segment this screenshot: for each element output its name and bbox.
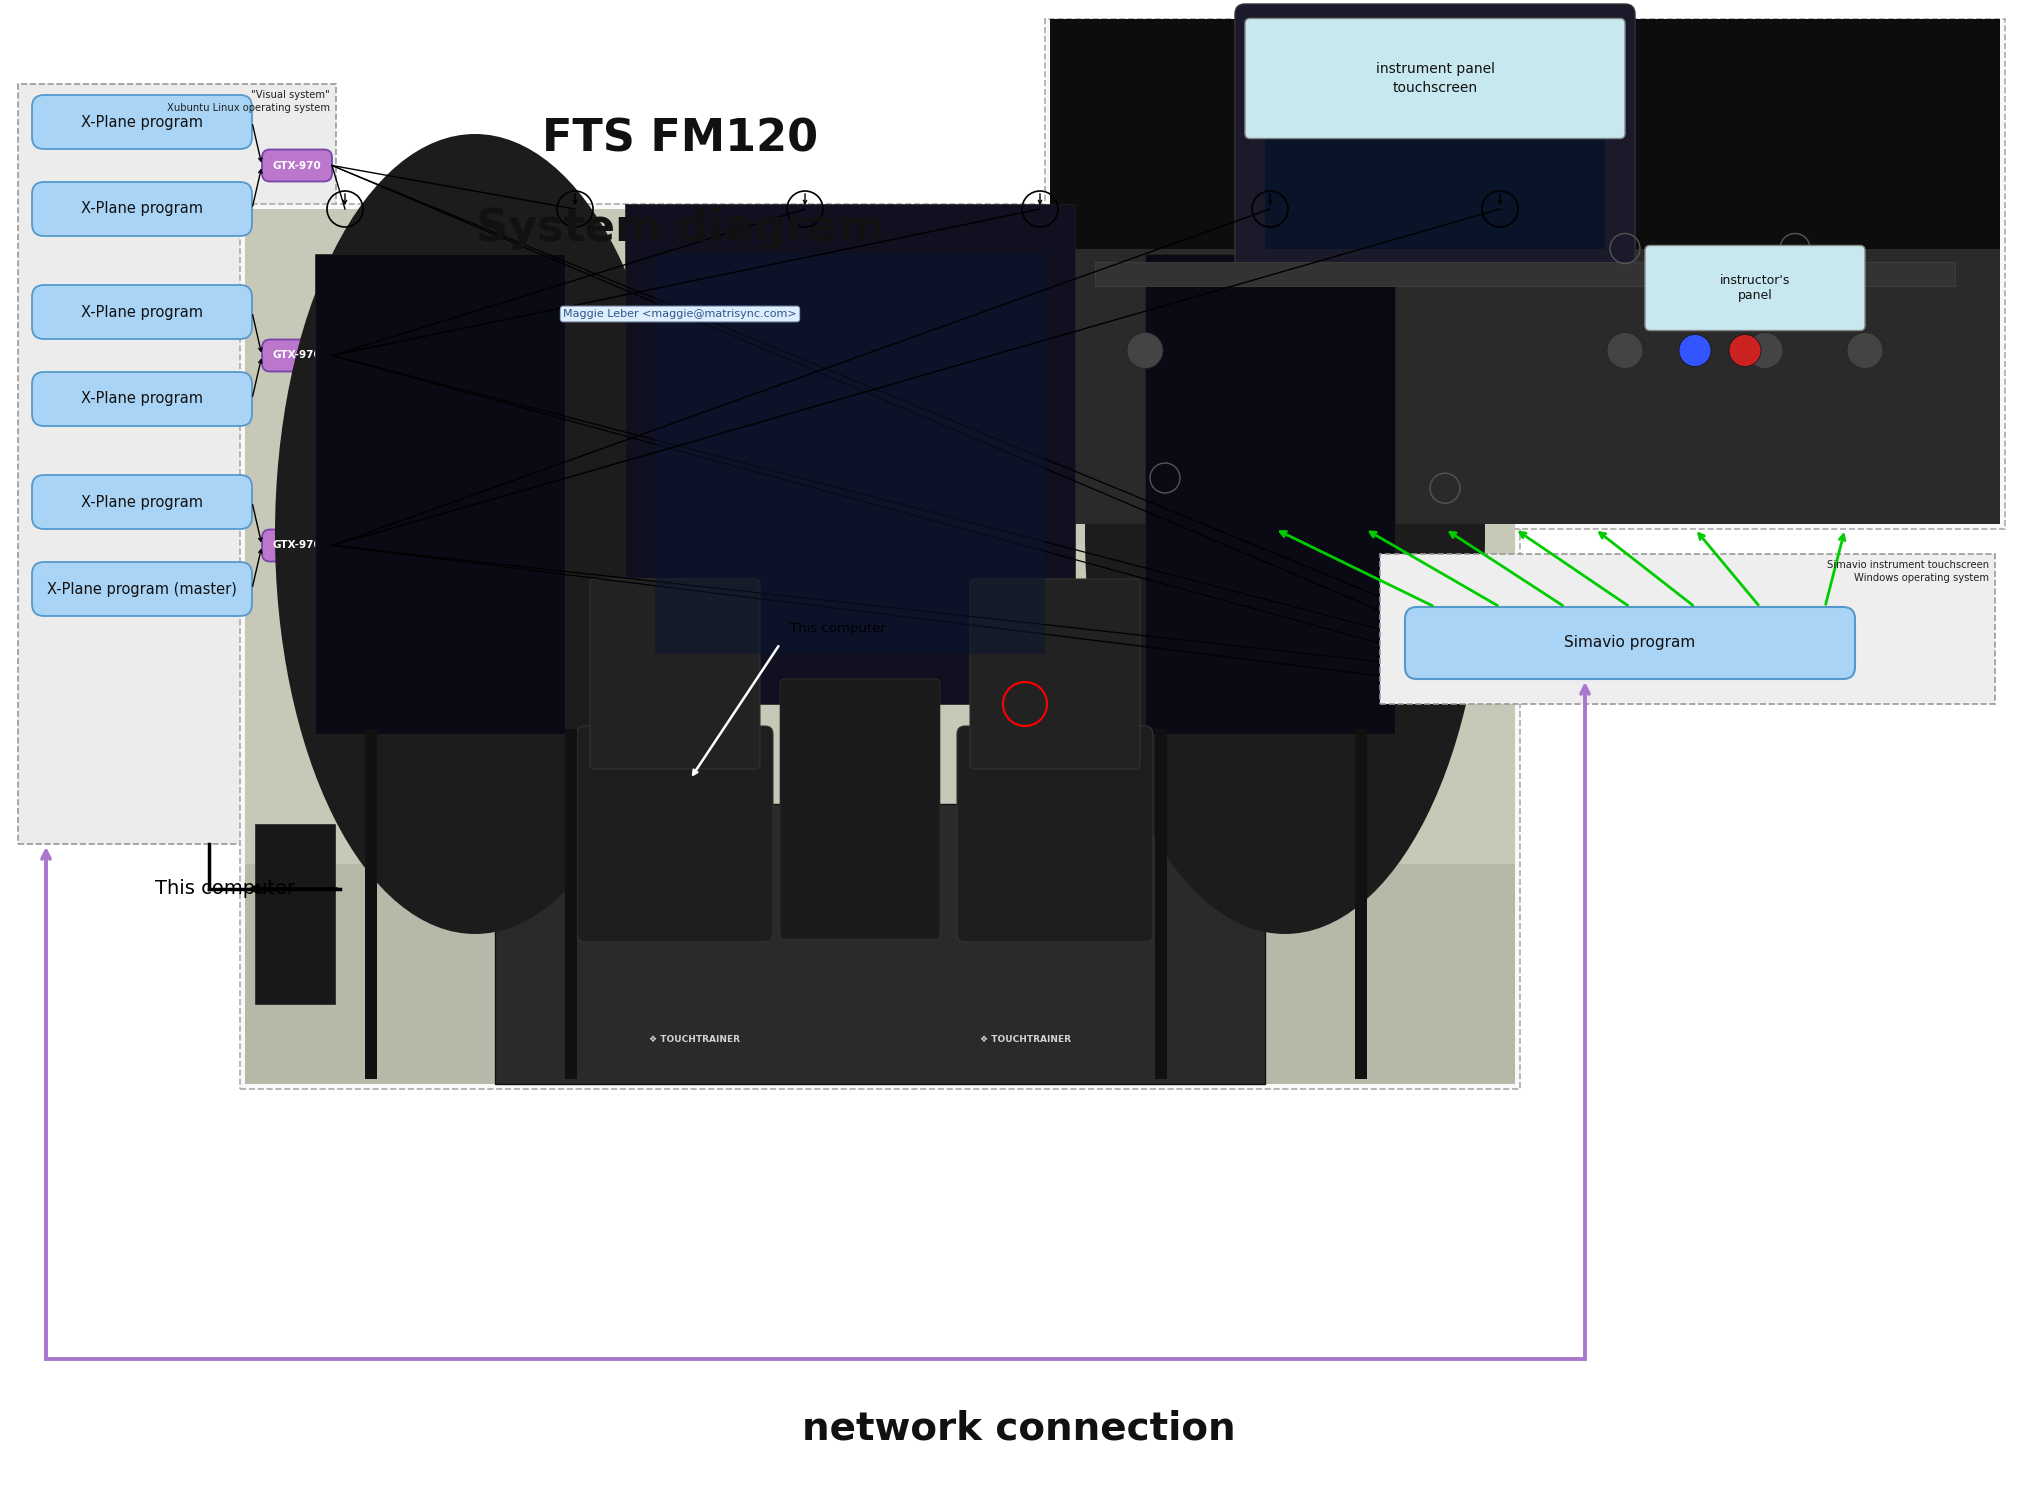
FancyBboxPatch shape <box>780 678 939 940</box>
Circle shape <box>1126 333 1163 369</box>
Text: FTS FM120: FTS FM120 <box>542 118 819 160</box>
Text: System diagram: System diagram <box>477 208 884 251</box>
Text: instructor's
panel: instructor's panel <box>1719 273 1791 302</box>
FancyBboxPatch shape <box>970 580 1141 769</box>
Text: X-Plane program: X-Plane program <box>81 305 204 320</box>
Text: GTX-970: GTX-970 <box>273 541 322 550</box>
Text: X-Plane program (master): X-Plane program (master) <box>47 581 236 596</box>
Ellipse shape <box>275 134 674 934</box>
Bar <box>1049 244 2000 524</box>
FancyBboxPatch shape <box>240 205 1520 1089</box>
Circle shape <box>1748 333 1782 369</box>
Bar <box>1155 729 1167 1079</box>
Bar <box>625 205 1076 704</box>
Text: X-Plane program: X-Plane program <box>81 391 204 406</box>
Text: X-Plane program: X-Plane program <box>81 495 204 509</box>
FancyBboxPatch shape <box>263 149 332 181</box>
Bar <box>495 804 1265 1085</box>
Circle shape <box>1607 333 1644 369</box>
Bar <box>316 254 564 734</box>
FancyBboxPatch shape <box>33 372 253 426</box>
Text: instrument panel
touchscreen: instrument panel touchscreen <box>1375 63 1495 94</box>
Text: This computer: This computer <box>790 623 886 635</box>
Bar <box>1265 28 1605 248</box>
FancyBboxPatch shape <box>1234 4 1636 284</box>
Text: network connection: network connection <box>803 1410 1234 1448</box>
Bar <box>1145 254 1395 734</box>
FancyBboxPatch shape <box>33 182 253 236</box>
FancyBboxPatch shape <box>576 726 772 943</box>
Bar <box>255 825 334 1004</box>
Text: GTX-970: GTX-970 <box>273 160 322 170</box>
FancyBboxPatch shape <box>33 96 253 149</box>
FancyBboxPatch shape <box>33 285 253 339</box>
Circle shape <box>1678 335 1711 366</box>
Ellipse shape <box>1086 134 1485 934</box>
Bar <box>656 254 1045 654</box>
FancyBboxPatch shape <box>1406 607 1856 678</box>
Text: X-Plane program: X-Plane program <box>81 115 204 130</box>
Text: Maggie Leber <maggie@matrisync.com>: Maggie Leber <maggie@matrisync.com> <box>562 309 796 320</box>
Text: This computer: This computer <box>155 880 295 898</box>
FancyBboxPatch shape <box>33 562 253 616</box>
Text: X-Plane program: X-Plane program <box>81 202 204 217</box>
Text: "Visual system"
Xubuntu Linux operating system: "Visual system" Xubuntu Linux operating … <box>167 90 330 114</box>
FancyBboxPatch shape <box>591 580 760 769</box>
Bar <box>1096 261 1956 285</box>
FancyBboxPatch shape <box>1379 554 1994 704</box>
Circle shape <box>1729 335 1762 366</box>
FancyBboxPatch shape <box>1646 245 1866 330</box>
Bar <box>1049 24 2000 524</box>
Text: ❖ TOUCHTRAINER: ❖ TOUCHTRAINER <box>650 1034 741 1043</box>
Text: Simavio instrument touchscreen
Windows operating system: Simavio instrument touchscreen Windows o… <box>1827 560 1988 583</box>
Bar <box>564 729 576 1079</box>
Bar <box>1355 729 1367 1079</box>
Text: Simavio program: Simavio program <box>1564 635 1695 650</box>
Circle shape <box>1848 333 1882 369</box>
Text: ❖ TOUCHTRAINER: ❖ TOUCHTRAINER <box>980 1034 1071 1043</box>
FancyBboxPatch shape <box>18 84 336 844</box>
Bar <box>365 729 377 1079</box>
FancyBboxPatch shape <box>263 529 332 562</box>
Bar <box>244 209 1516 1085</box>
Bar <box>1049 19 2000 248</box>
FancyBboxPatch shape <box>1045 19 2004 529</box>
FancyBboxPatch shape <box>1245 18 1626 139</box>
FancyBboxPatch shape <box>33 475 253 529</box>
Bar <box>244 864 1516 1085</box>
FancyBboxPatch shape <box>957 726 1153 943</box>
FancyBboxPatch shape <box>263 339 332 372</box>
Text: GTX-970: GTX-970 <box>273 351 322 360</box>
